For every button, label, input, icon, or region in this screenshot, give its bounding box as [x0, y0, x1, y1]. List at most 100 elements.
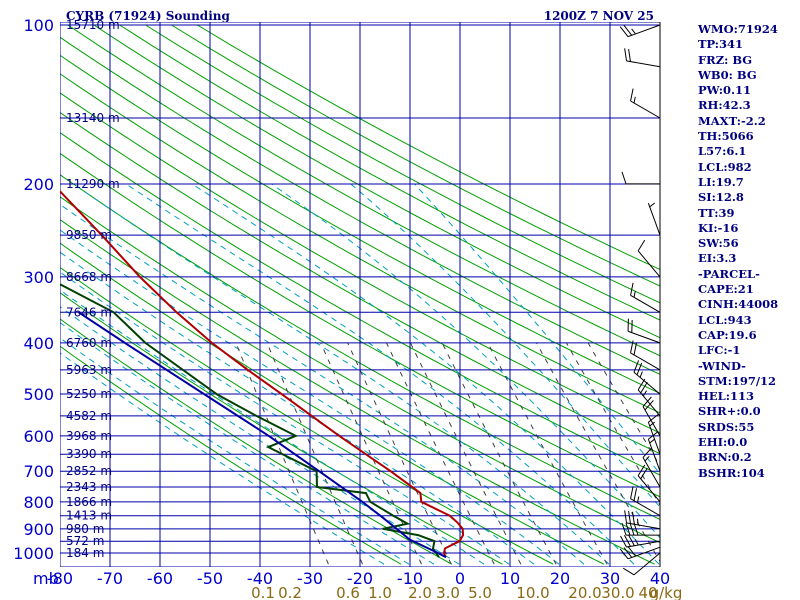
sounding-datetime: 1200Z 7 NOV 25 — [544, 9, 654, 23]
index-entry: LCL:943 — [698, 312, 752, 327]
mixing-ratio-axis: 0.1 0.2 0.6 1.0 2.0 3.0 5.0 10.0 20.0 30.0 40g/kg — [251, 584, 682, 600]
barb-shaft — [630, 498, 661, 517]
barb-half — [649, 421, 656, 427]
mixing-ratio-line — [266, 342, 363, 565]
barb-full — [640, 381, 648, 394]
barb-half — [633, 291, 636, 298]
index-entry: FRZ: BG — [698, 52, 753, 67]
index-entry: -PARCEL- — [698, 266, 760, 281]
moist-adiabat-line — [350, 183, 660, 508]
barb-half — [649, 438, 656, 444]
barb-shaft — [626, 540, 661, 548]
height-label: 980 m — [66, 522, 104, 536]
mixing-ratio-lines — [235, 342, 660, 565]
barb-full — [619, 26, 629, 37]
index-entry: LFC:-1 — [698, 343, 741, 358]
barb-full — [636, 362, 643, 376]
barb-full — [628, 511, 631, 524]
mixing-ratio-label: 10.0 — [516, 584, 549, 600]
barb-full — [648, 413, 659, 423]
barb-full — [625, 522, 631, 536]
barb-full — [637, 464, 646, 477]
wind-barb — [642, 447, 661, 488]
moist-adiabat-line — [60, 229, 560, 565]
temperature-tick-label: 20 — [550, 569, 570, 588]
height-label: 572 m — [66, 534, 104, 548]
height-label: 1413 m — [66, 509, 112, 523]
dry-adiabat-line — [60, 92, 660, 434]
temperature-tick-label: -10 — [397, 569, 423, 588]
barb-shaft — [630, 352, 661, 371]
dry-adiabat-line — [60, 54, 660, 394]
barb-full — [631, 319, 633, 333]
station-title: CYRB (71924) Sounding — [66, 9, 230, 23]
barb-shaft — [627, 24, 661, 38]
barb-shaft — [642, 406, 661, 437]
barb-full — [620, 535, 627, 548]
wind-barbs — [619, 22, 661, 576]
barb-full — [632, 511, 635, 525]
barb-full — [627, 534, 635, 546]
dry-adiabat-line — [60, 73, 660, 414]
height-label: 5963 m — [66, 363, 112, 377]
moist-adiabat-line — [60, 203, 585, 565]
wind-barb — [624, 48, 661, 68]
barb-full — [630, 88, 634, 102]
wind-barb — [633, 360, 661, 395]
barb-shaft — [637, 250, 661, 278]
index-entry: LCL:982 — [698, 159, 752, 174]
wind-barb — [637, 239, 661, 278]
index-entry: STM:197/12 — [698, 373, 777, 388]
dry-adiabat-line — [60, 218, 655, 565]
dry-adiabat-line — [67, 24, 660, 357]
height-label: 15710 m — [66, 18, 120, 32]
temperature-tick-label: -50 — [197, 569, 223, 588]
height-label: 2852 m — [66, 464, 112, 478]
barb-full — [630, 282, 634, 296]
height-label: 8668 m — [66, 270, 112, 284]
moist-adiabat-line — [271, 183, 660, 539]
index-entry: WB0: BG — [698, 67, 757, 82]
height-label: 4582 m — [66, 409, 112, 423]
temperature-tick-label: -30 — [297, 569, 323, 588]
dry-adiabat-line — [60, 292, 503, 565]
mixing-ratio-label: 0.1 — [251, 584, 275, 600]
height-label: 5250 m — [66, 387, 112, 401]
dry-adiabat-line — [60, 152, 660, 498]
dry-adiabat-line — [119, 24, 660, 321]
barb-full — [621, 171, 627, 185]
index-entry: EI:3.3 — [698, 251, 737, 266]
barb-full — [629, 522, 635, 536]
height-label: 1866 m — [66, 495, 112, 509]
barb-full — [624, 510, 628, 523]
index-entry: RH:42.3 — [698, 98, 751, 113]
barb-shaft — [626, 60, 661, 68]
barb-shaft — [626, 522, 661, 530]
height-label: 13140 m — [66, 111, 120, 125]
moist-adiabat-line — [191, 183, 660, 565]
barb-half — [636, 518, 639, 526]
wind-barb — [637, 464, 661, 503]
index-entry: TH:5066 — [698, 129, 754, 144]
dry-adiabat-line — [60, 345, 402, 565]
barb-shaft — [642, 457, 661, 488]
pressure-tick-label: 100 — [23, 16, 54, 35]
dewpoint-line — [60, 283, 440, 558]
mixing-ratio-line — [235, 342, 329, 565]
temperature-line — [60, 189, 465, 558]
temperature-tick-label: 0 — [455, 569, 465, 588]
index-entry: TP:341 — [698, 37, 744, 52]
barb-full — [642, 396, 652, 407]
barb-full — [621, 522, 627, 536]
index-entry: L57:6.1 — [698, 144, 747, 159]
mixing-ratio-line — [487, 342, 608, 565]
barb-half — [642, 390, 648, 397]
grid — [60, 22, 660, 567]
temperature-tick-label: 40 — [650, 569, 670, 588]
pressure-tick-label: 900 — [23, 520, 54, 539]
index-entry: WMO:71924 — [698, 22, 778, 36]
temperature-tick-label: -40 — [247, 569, 273, 588]
barb-shaft — [637, 389, 661, 417]
barb-shaft — [627, 546, 661, 560]
temperature-axis: -80 -70 -60 -50 -40 -30 -20 -10 0 10 20 30 40 — [47, 569, 670, 588]
